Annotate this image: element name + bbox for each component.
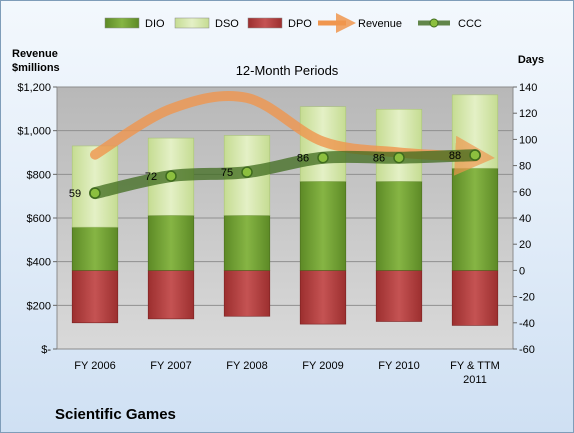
left-tick-label: $- — [41, 344, 51, 356]
ccc-data-label: 86 — [297, 153, 309, 165]
right-axis-title: Days — [518, 54, 544, 66]
right-tick-label: 140 — [519, 82, 537, 94]
left-tick-label: $200 — [27, 300, 51, 312]
legend-swatch-dpo — [247, 17, 283, 29]
bar-dpo — [223, 270, 271, 317]
ccc-data-label: 86 — [373, 153, 385, 165]
x-axis: FY 2006 FY 2007 FY 2008 FY 2009 FY 2010 FY & … — [74, 360, 500, 386]
legend-swatch-dio — [104, 17, 140, 29]
bar-dio — [147, 215, 195, 271]
ccc-line: 59 72 75 86 86 88 — [69, 149, 481, 200]
bar-dio — [223, 215, 271, 271]
ccc-data-label: 88 — [449, 150, 461, 162]
right-tick-label: 60 — [519, 187, 531, 199]
legend-label-dio: DIO — [145, 18, 165, 30]
right-tick-label: 100 — [519, 134, 537, 146]
legend-ccc-dot — [429, 18, 439, 28]
bar-dio — [451, 167, 499, 271]
x-tick-label: 2011 — [463, 374, 487, 386]
x-tick-label: FY 2007 — [150, 360, 191, 372]
ccc-data-label: 59 — [69, 188, 81, 200]
left-axis-title-line2: $millions — [12, 62, 60, 74]
right-tick-label: -40 — [519, 318, 535, 330]
legend-swatch-dso — [174, 17, 210, 29]
chart-title: 12-Month Periods — [236, 63, 339, 78]
left-tick-label: $1,000 — [17, 126, 51, 138]
ccc-data-label: 72 — [145, 171, 157, 183]
bar-dpo — [375, 270, 423, 322]
bar-dio — [71, 226, 119, 271]
legend: DIO DSO DPO Revenue CCC — [104, 13, 482, 33]
x-tick-label: FY & TTM — [450, 360, 500, 372]
x-tick-label: FY 2006 — [74, 360, 115, 372]
bar-dio — [375, 181, 423, 271]
legend-label-ccc: CCC — [458, 18, 482, 30]
left-tick-label: $1,200 — [17, 82, 51, 94]
ccc-point — [469, 149, 481, 161]
ccc-line-path — [89, 149, 481, 200]
legend-label-dso: DSO — [215, 18, 239, 30]
left-axis-title-line1: Revenue — [12, 48, 58, 60]
right-tick-label: 40 — [519, 213, 531, 225]
left-tick-label: $600 — [27, 213, 51, 225]
bar-dpo — [299, 270, 347, 325]
bar-dpo — [147, 270, 195, 320]
bar-dio — [299, 181, 347, 271]
right-tick-label: -60 — [519, 344, 535, 356]
x-tick-label: FY 2009 — [302, 360, 343, 372]
left-tick-label: $800 — [27, 169, 51, 181]
x-tick-label: FY 2010 — [378, 360, 419, 372]
right-tick-label: 0 — [519, 265, 525, 277]
right-axis: -60 -40 -20 0 20 40 60 80 100 120 140 — [513, 82, 537, 356]
ccc-point — [393, 151, 405, 164]
ccc-point — [165, 170, 177, 182]
bar-dpo — [451, 270, 499, 326]
right-tick-label: 20 — [519, 239, 531, 251]
right-tick-label: 80 — [519, 161, 531, 173]
company-name: Scientific Games — [55, 406, 176, 423]
bar-dpo — [71, 270, 119, 324]
right-tick-label: 120 — [519, 108, 537, 120]
bar-dso — [375, 108, 423, 182]
ccc-point — [317, 151, 329, 164]
x-tick-label: FY 2008 — [226, 360, 267, 372]
legend-label-revenue: Revenue — [358, 18, 402, 30]
ccc-point — [241, 166, 253, 178]
ccc-point — [89, 187, 101, 199]
left-tick-label: $400 — [27, 257, 51, 269]
legend-label-dpo: DPO — [288, 18, 312, 30]
ccc-data-label: 75 — [221, 167, 233, 179]
right-tick-label: -20 — [519, 292, 535, 304]
left-axis: $- $200 $400 $600 $800 $1,000 $1,200 — [17, 82, 57, 356]
